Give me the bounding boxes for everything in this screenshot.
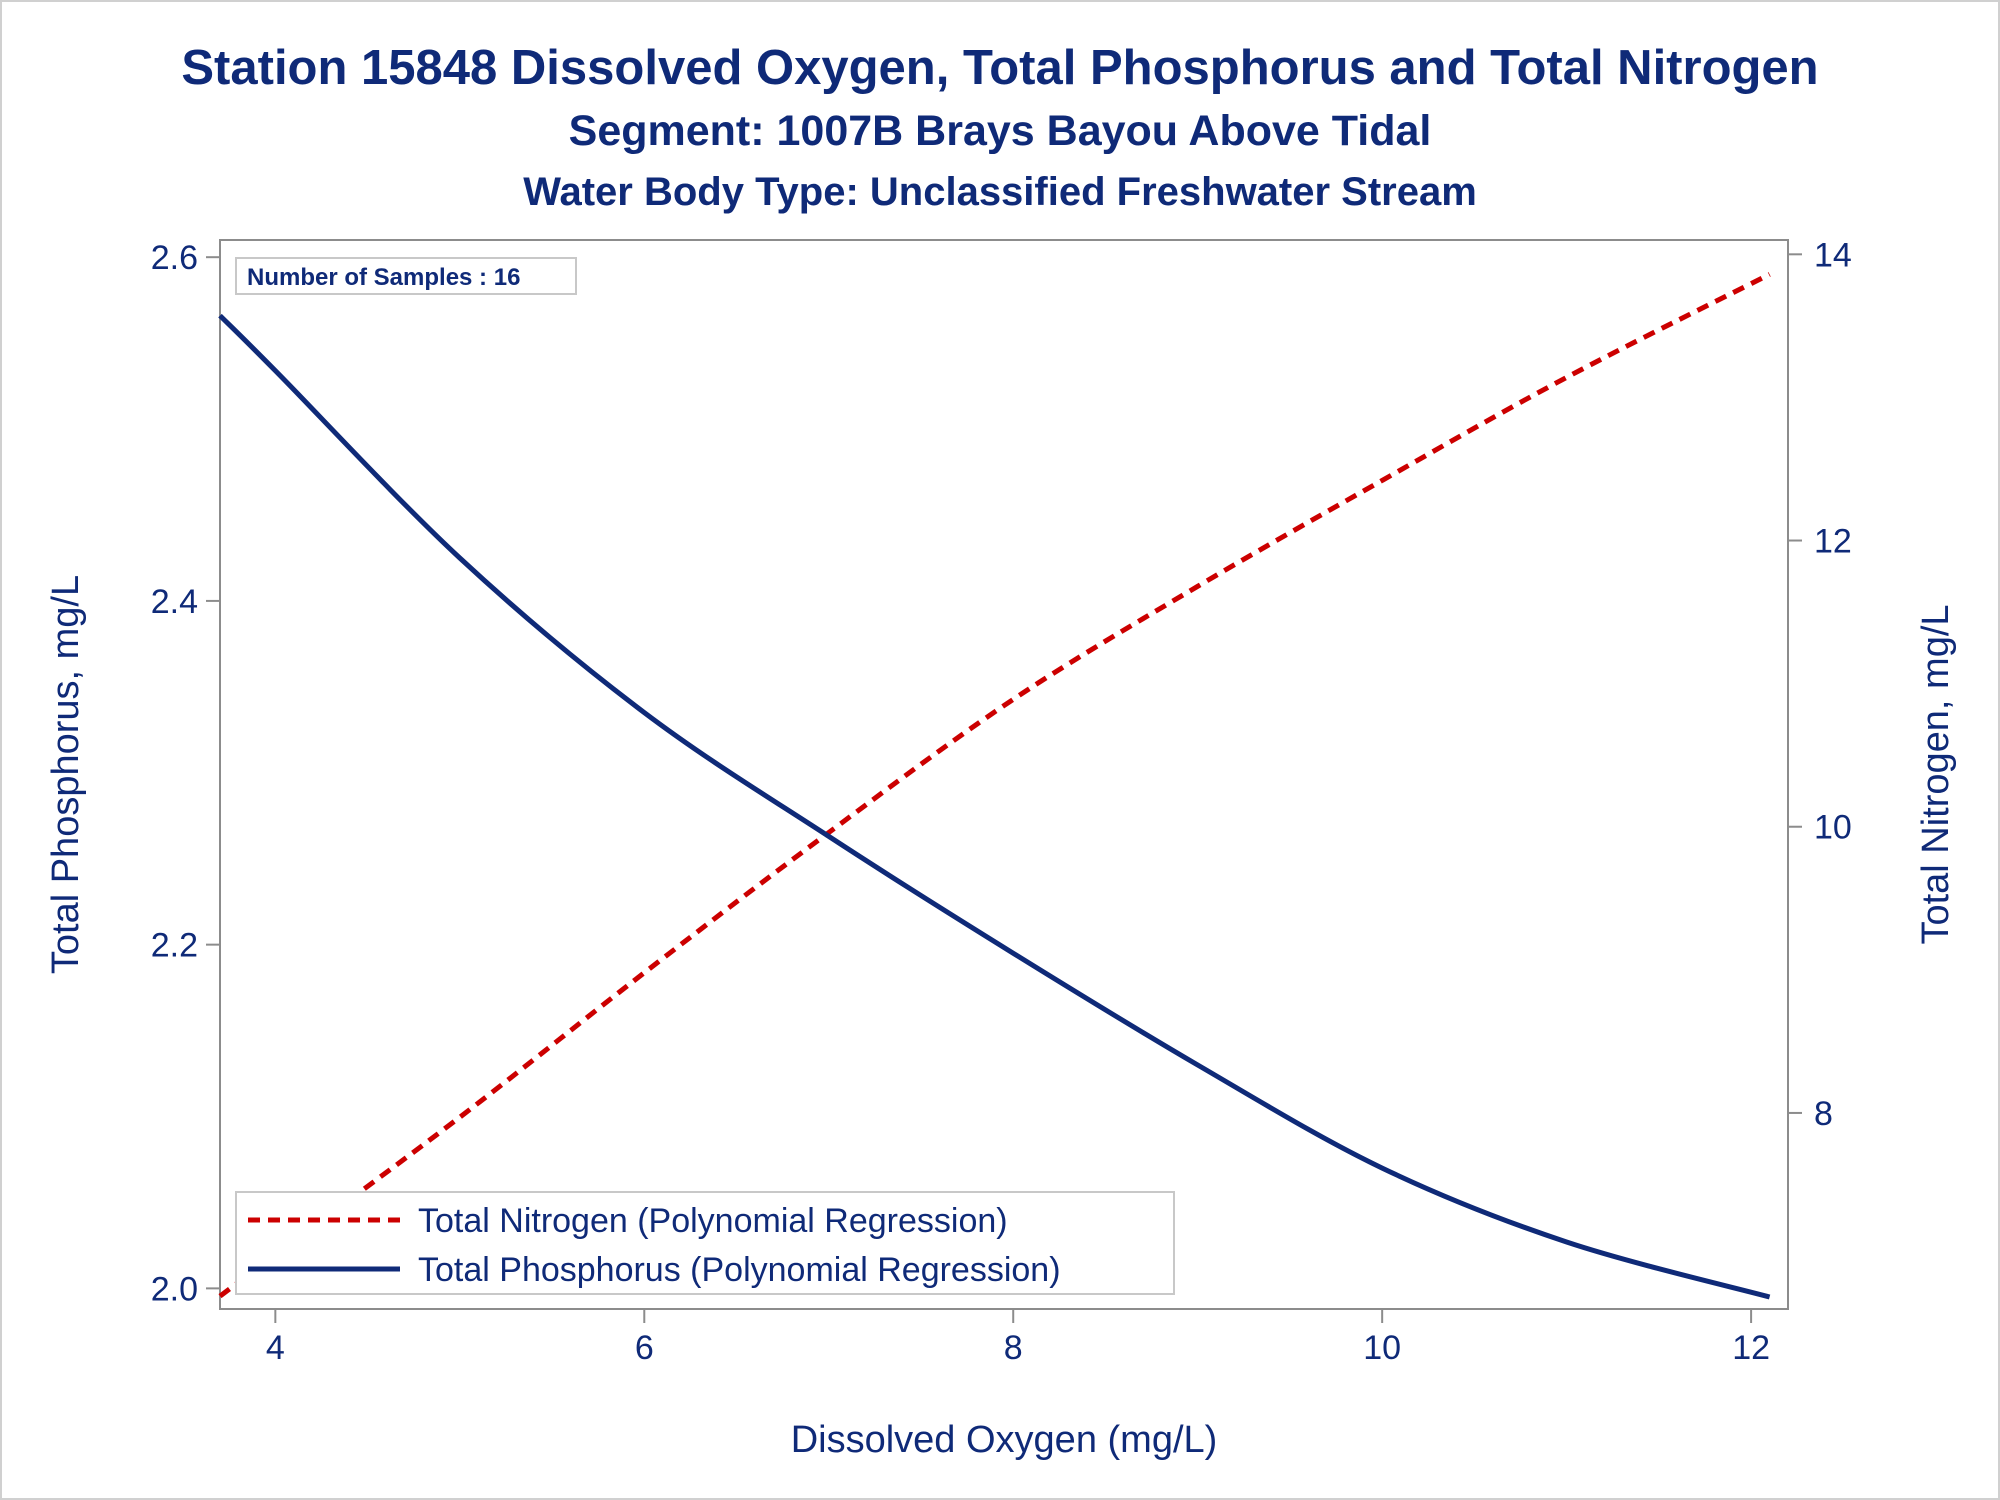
y2-axis-label: Total Nitrogen, mg/L [1915, 604, 1957, 944]
y2-tick-label: 14 [1814, 236, 1852, 274]
legend-label-phosphorus: Total Phosphorus (Polynomial Regression) [418, 1251, 1061, 1289]
samples-inset: Number of Samples : 16 [235, 257, 577, 295]
y-tick-label: 2.4 [151, 583, 198, 621]
chart-subtitle: Segment: 1007B Brays Bayou Above Tidal [568, 107, 1432, 155]
x-axis-label: Dissolved Oxygen (mg/L) [791, 1419, 1218, 1461]
y-tick-label: 2.0 [151, 1270, 198, 1308]
legend-box [235, 1191, 1175, 1295]
chart-subtitle-2: Water Body Type: Unclassified Freshwater… [523, 170, 1477, 214]
plot-area [219, 239, 1789, 1310]
legend-label-nitrogen: Total Nitrogen (Polynomial Regression) [418, 1202, 1008, 1240]
series-line-phosphorus [218, 313, 1771, 1300]
y2-tick-label: 12 [1814, 523, 1852, 561]
y2-tick-label: 10 [1814, 809, 1852, 847]
series-lines [218, 272, 1771, 1300]
x-tick-label: 10 [1363, 1329, 1401, 1367]
x-tick-label: 6 [635, 1329, 654, 1367]
chart-title: Station 15848 Dissolved Oxygen, Total Ph… [181, 41, 1819, 95]
samples-inset-box [235, 257, 577, 295]
legend: Total Nitrogen (Polynomial Regression) T… [235, 1191, 1175, 1295]
axis-ticks: 4 6 8 10 12 2.0 2.2 2.4 2.6 8 10 12 14 [151, 236, 1852, 1367]
x-tick-label: 8 [1004, 1329, 1023, 1367]
y-tick-label: 2.6 [151, 239, 198, 277]
series-line-nitrogen [218, 272, 1771, 1299]
y-axis-label: Total Phosphorus, mg/L [45, 575, 87, 974]
samples-inset-text: Number of Samples : 16 [247, 264, 520, 291]
x-tick-label: 12 [1732, 1329, 1770, 1367]
y2-tick-label: 8 [1814, 1095, 1833, 1133]
y-tick-label: 2.2 [151, 927, 198, 965]
x-tick-label: 4 [266, 1329, 285, 1367]
